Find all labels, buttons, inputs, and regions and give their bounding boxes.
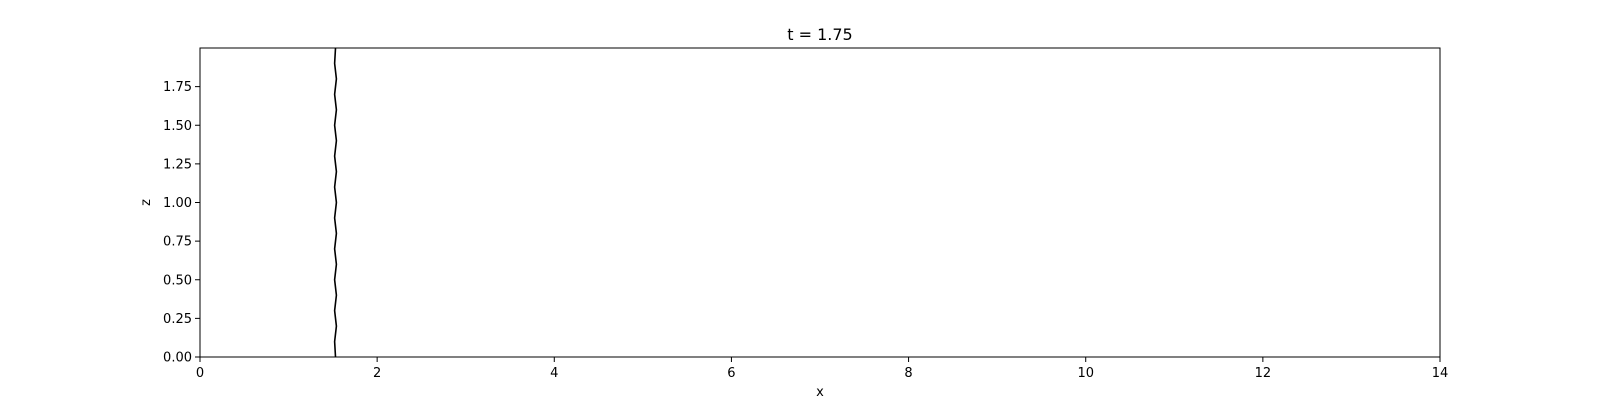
y-tick-label: 1.50 [163,119,192,134]
y-tick-label: 1.25 [163,157,192,172]
y-tick-label: 1.00 [163,196,192,211]
y-tick-label: 0.00 [163,351,192,366]
y-tick-label: 1.75 [163,80,192,95]
plot-area [333,47,338,358]
y-tick-label: 0.75 [163,235,192,250]
x-tick-label: 10 [1077,366,1094,381]
chart-title: t = 1.75 [787,25,852,44]
x-tick-label: 8 [904,366,912,381]
x-axis-label: x [816,385,824,400]
y-axis: 0.00 0.25 0.50 0.75 1.00 1.25 1.50 1.75 [163,80,200,366]
y-axis-label: z [139,199,154,206]
x-tick-label: 4 [550,366,558,381]
y-tick-label: 0.50 [163,273,192,288]
x-tick-label: 2 [373,366,381,381]
x-tick-label: 14 [1432,366,1449,381]
x-tick-label: 12 [1255,366,1272,381]
x-axis: 0 2 4 6 8 10 12 14 [196,357,1448,381]
axes-frame [199,47,1441,358]
x-tick-label: 6 [727,366,735,381]
series-line-0 [333,47,338,358]
x-tick-label: 0 [196,366,204,381]
y-tick-label: 0.25 [163,312,192,327]
